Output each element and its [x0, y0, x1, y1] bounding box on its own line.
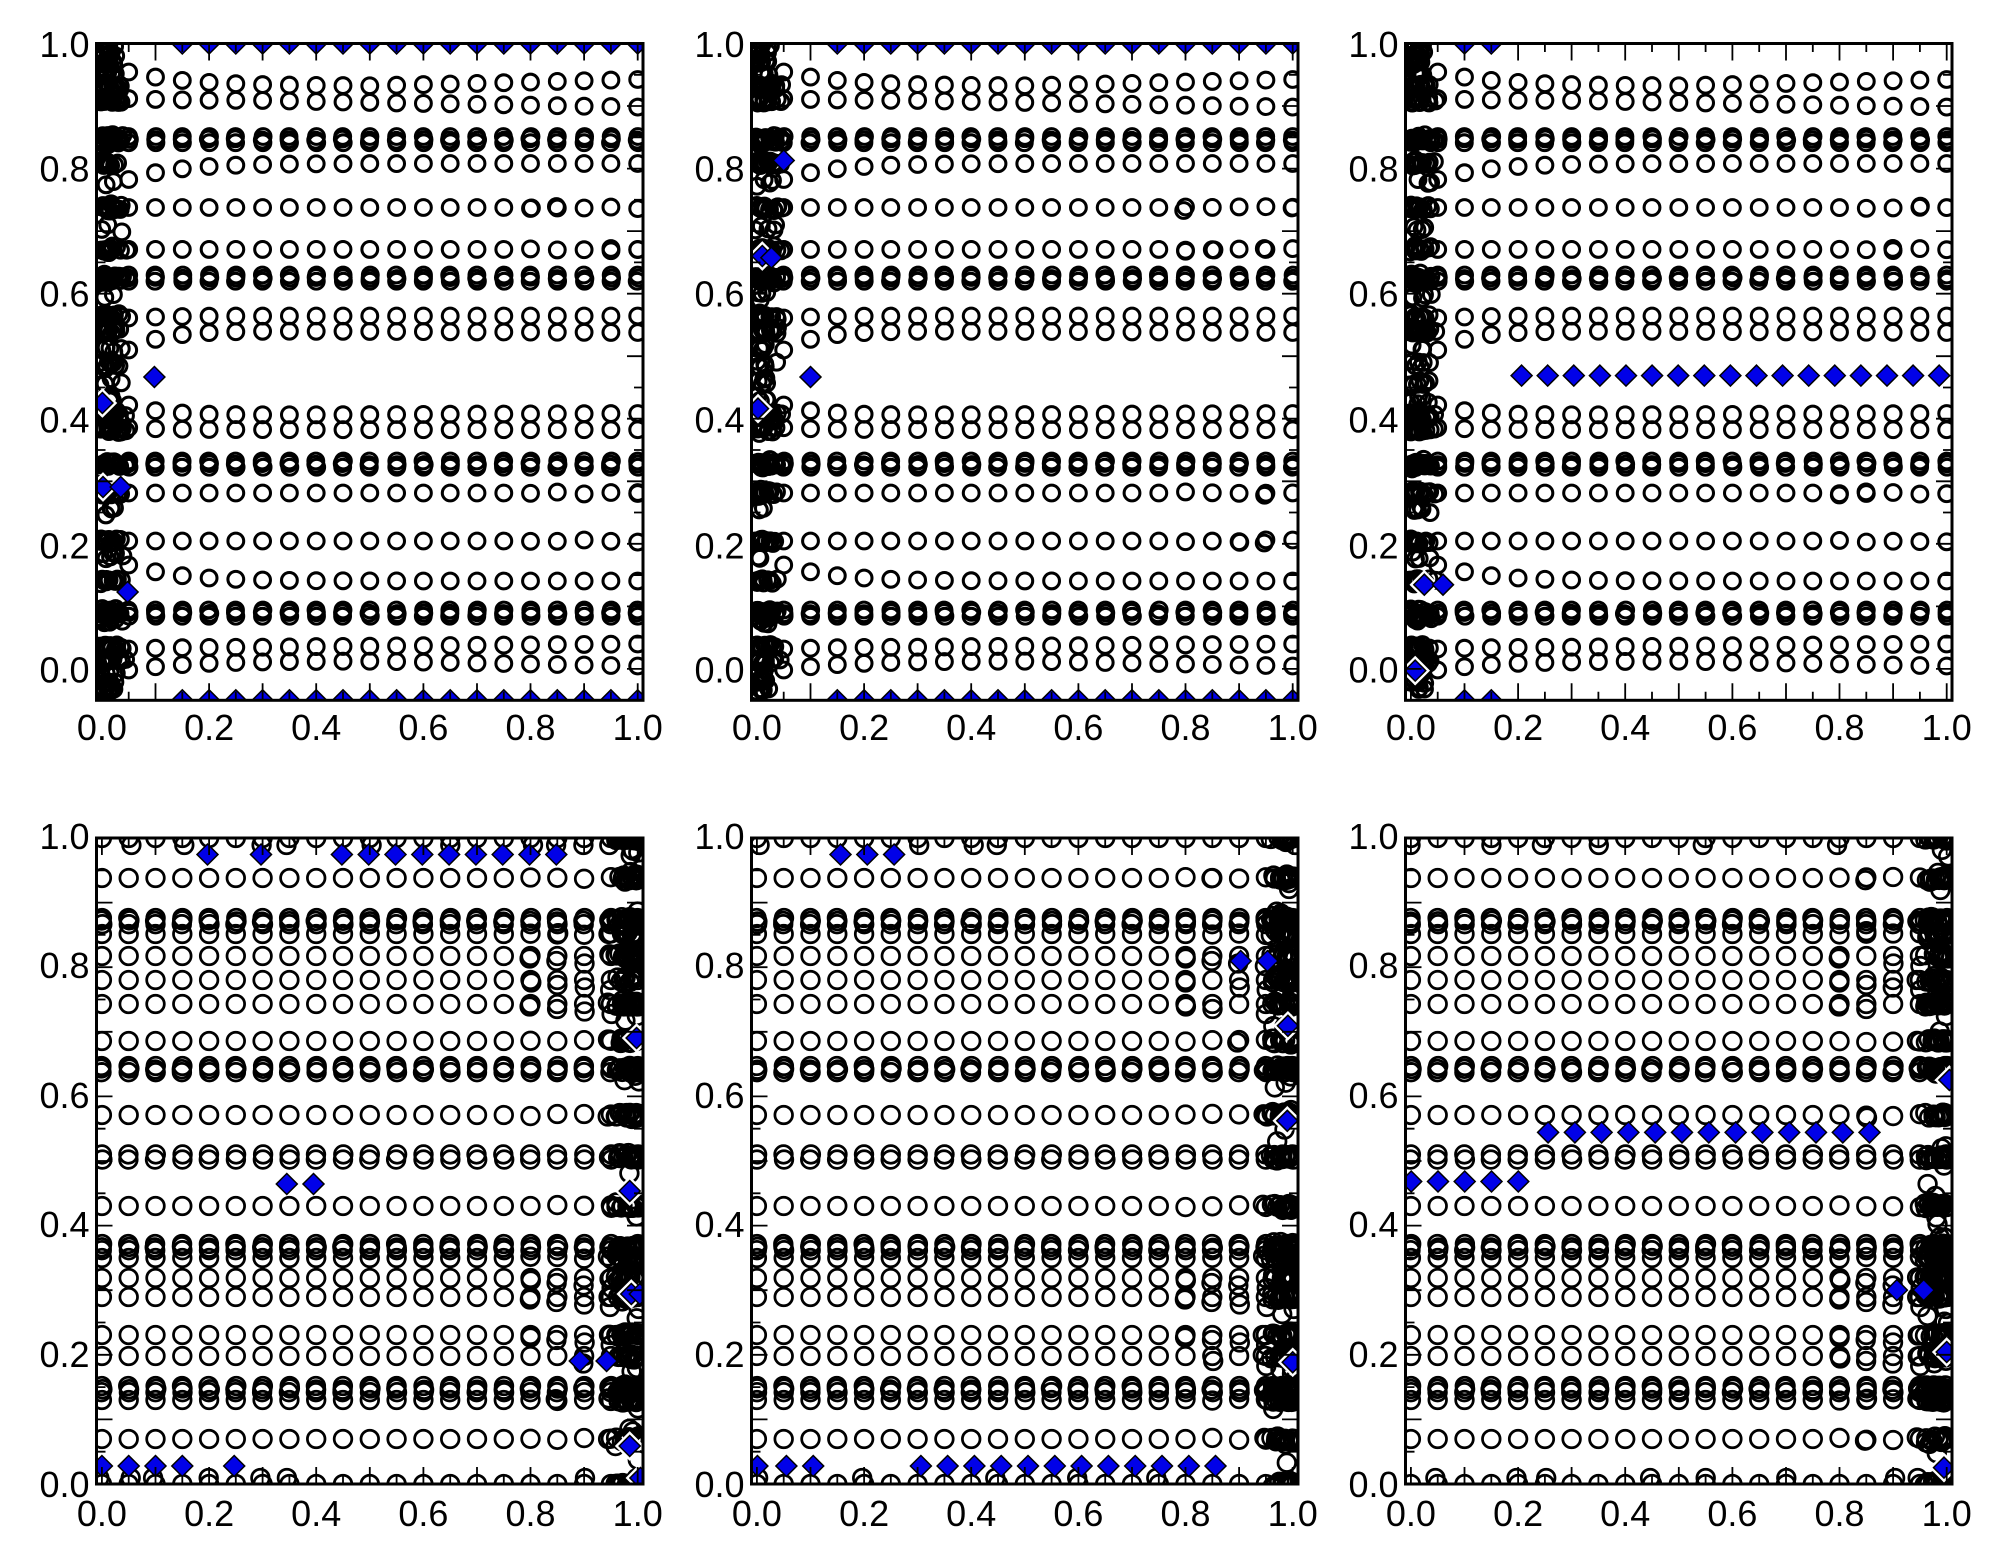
svg-text:0.6: 0.6	[694, 1075, 744, 1116]
svg-text:0.4: 0.4	[946, 1493, 996, 1534]
svg-text:0.8: 0.8	[505, 707, 555, 748]
svg-text:1.0: 1.0	[613, 1493, 663, 1534]
svg-text:0.4: 0.4	[1600, 707, 1650, 748]
svg-text:0.8: 0.8	[1348, 945, 1398, 986]
svg-text:0.6: 0.6	[1053, 707, 1103, 748]
svg-text:0.4: 0.4	[39, 1204, 89, 1245]
svg-text:1.0: 1.0	[1922, 1493, 1972, 1534]
svg-text:1.0: 1.0	[1922, 707, 1972, 748]
svg-text:0.2: 0.2	[839, 1493, 889, 1534]
svg-text:0.0: 0.0	[39, 1464, 89, 1505]
svg-text:0.0: 0.0	[1386, 1493, 1436, 1534]
svg-text:0.8: 0.8	[1160, 1493, 1210, 1534]
svg-text:0.2: 0.2	[694, 526, 744, 567]
svg-text:0.0: 0.0	[694, 1464, 744, 1505]
svg-text:0.0: 0.0	[1348, 649, 1398, 690]
svg-text:1.0: 1.0	[39, 24, 89, 65]
svg-text:0.2: 0.2	[1348, 526, 1398, 567]
svg-text:0.0: 0.0	[39, 649, 89, 690]
svg-text:1.0: 1.0	[39, 816, 89, 857]
svg-text:0.2: 0.2	[39, 526, 89, 567]
svg-text:0.2: 0.2	[1348, 1334, 1398, 1375]
svg-text:0.8: 0.8	[39, 945, 89, 986]
svg-text:1.0: 1.0	[613, 707, 663, 748]
svg-text:0.6: 0.6	[1348, 273, 1398, 314]
svg-text:0.6: 0.6	[1707, 1493, 1757, 1534]
svg-text:1.0: 1.0	[1268, 707, 1318, 748]
svg-text:0.8: 0.8	[694, 148, 744, 189]
svg-text:0.4: 0.4	[1348, 400, 1398, 441]
svg-text:0.6: 0.6	[398, 1493, 448, 1534]
svg-text:0.8: 0.8	[1814, 707, 1864, 748]
svg-text:0.6: 0.6	[1053, 1493, 1103, 1534]
svg-text:1.0: 1.0	[1348, 816, 1398, 857]
svg-text:0.0: 0.0	[694, 649, 744, 690]
svg-text:0.0: 0.0	[77, 707, 127, 748]
svg-text:0.2: 0.2	[839, 707, 889, 748]
svg-text:0.6: 0.6	[39, 1075, 89, 1116]
svg-text:0.4: 0.4	[39, 400, 89, 441]
svg-text:0.0: 0.0	[77, 1493, 127, 1534]
svg-text:0.0: 0.0	[732, 707, 782, 748]
svg-text:1.0: 1.0	[1348, 24, 1398, 65]
svg-text:0.4: 0.4	[1348, 1204, 1398, 1245]
svg-text:0.4: 0.4	[1600, 1493, 1650, 1534]
svg-text:1.0: 1.0	[1268, 1493, 1318, 1534]
svg-text:0.8: 0.8	[505, 1493, 555, 1534]
svg-text:0.8: 0.8	[694, 945, 744, 986]
svg-text:0.2: 0.2	[184, 707, 234, 748]
svg-text:0.2: 0.2	[694, 1334, 744, 1375]
svg-text:0.4: 0.4	[694, 400, 744, 441]
svg-text:0.0: 0.0	[732, 1493, 782, 1534]
svg-text:0.8: 0.8	[1814, 1493, 1864, 1534]
svg-text:0.2: 0.2	[1493, 1493, 1543, 1534]
svg-text:0.4: 0.4	[946, 707, 996, 748]
svg-text:0.2: 0.2	[39, 1334, 89, 1375]
svg-text:0.6: 0.6	[39, 273, 89, 314]
svg-text:0.0: 0.0	[1348, 1464, 1398, 1505]
svg-text:0.6: 0.6	[1707, 707, 1757, 748]
svg-text:0.4: 0.4	[291, 1493, 341, 1534]
svg-text:0.4: 0.4	[694, 1204, 744, 1245]
svg-text:0.8: 0.8	[1160, 707, 1210, 748]
svg-text:0.4: 0.4	[291, 707, 341, 748]
svg-text:0.6: 0.6	[398, 707, 448, 748]
svg-text:0.8: 0.8	[39, 148, 89, 189]
svg-text:0.0: 0.0	[1386, 707, 1436, 748]
svg-text:0.8: 0.8	[1348, 148, 1398, 189]
svg-text:0.6: 0.6	[1348, 1075, 1398, 1116]
svg-text:0.2: 0.2	[184, 1493, 234, 1534]
svg-text:1.0: 1.0	[694, 816, 744, 857]
svg-text:0.2: 0.2	[1493, 707, 1543, 748]
svg-text:1.0: 1.0	[694, 24, 744, 65]
svg-text:0.6: 0.6	[694, 273, 744, 314]
